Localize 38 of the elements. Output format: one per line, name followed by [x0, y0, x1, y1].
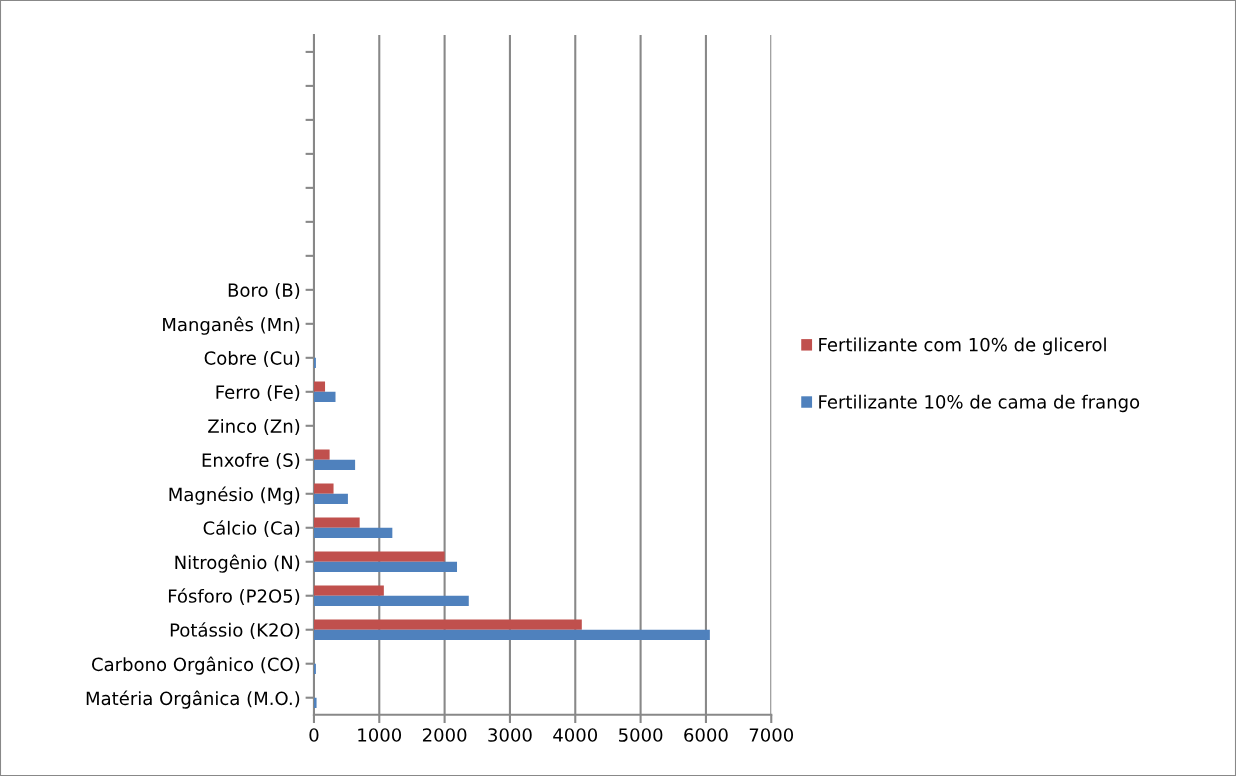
y-tick-label: Nitrogênio (N) [175, 554, 300, 573]
y-tick-label: Ferro (Fe) [216, 384, 300, 402]
x-tick-label: 4000 [553, 728, 598, 742]
y-tick-label: Cálcio (Ca) [203, 520, 300, 537]
legend-label: Fertilizante 10% de cama de frango [819, 394, 1140, 413]
bar [313, 391, 336, 402]
bar [313, 381, 326, 392]
bar [313, 483, 334, 494]
y-tick-label: Enxofre (S) [202, 452, 300, 470]
x-tick-label: 6000 [684, 728, 728, 742]
bar [313, 449, 330, 460]
bar [313, 619, 582, 630]
bar [313, 517, 360, 528]
bar [313, 527, 393, 538]
x-tick-label: 5000 [619, 728, 663, 742]
bar [313, 551, 445, 562]
bar [313, 629, 710, 640]
x-tick-label: 3000 [488, 728, 532, 742]
bar [313, 595, 469, 606]
bar [313, 585, 384, 596]
y-tick-label: Manganês (Mn) [163, 316, 300, 335]
bar [313, 459, 356, 470]
bar [313, 697, 317, 708]
x-tick-label: 7000 [749, 728, 794, 742]
bar [313, 561, 458, 572]
y-tick-label: Matéria Orgânica (M.O.) [86, 690, 300, 709]
x-tick-label: 0 [309, 728, 319, 742]
y-tick-label: Magnésio (Mg) [169, 486, 300, 505]
y-tick-label: Cobre (Cu) [204, 350, 300, 368]
bar [313, 493, 348, 504]
y-tick-label: Carbono Orgânico (CO) [92, 656, 300, 675]
y-tick-label: Boro (B) [228, 283, 300, 300]
x-tick-label: 2000 [422, 728, 467, 742]
y-tick-label: Zinco (Zn) [208, 418, 300, 436]
legend-label: Fertilizante com 10% de glicerol [819, 337, 1106, 355]
y-tick-label: Fósforo (P2O5) [168, 588, 300, 605]
x-tick-label: 1000 [358, 728, 402, 742]
y-tick-label: Potássio (K2O) [170, 622, 300, 639]
